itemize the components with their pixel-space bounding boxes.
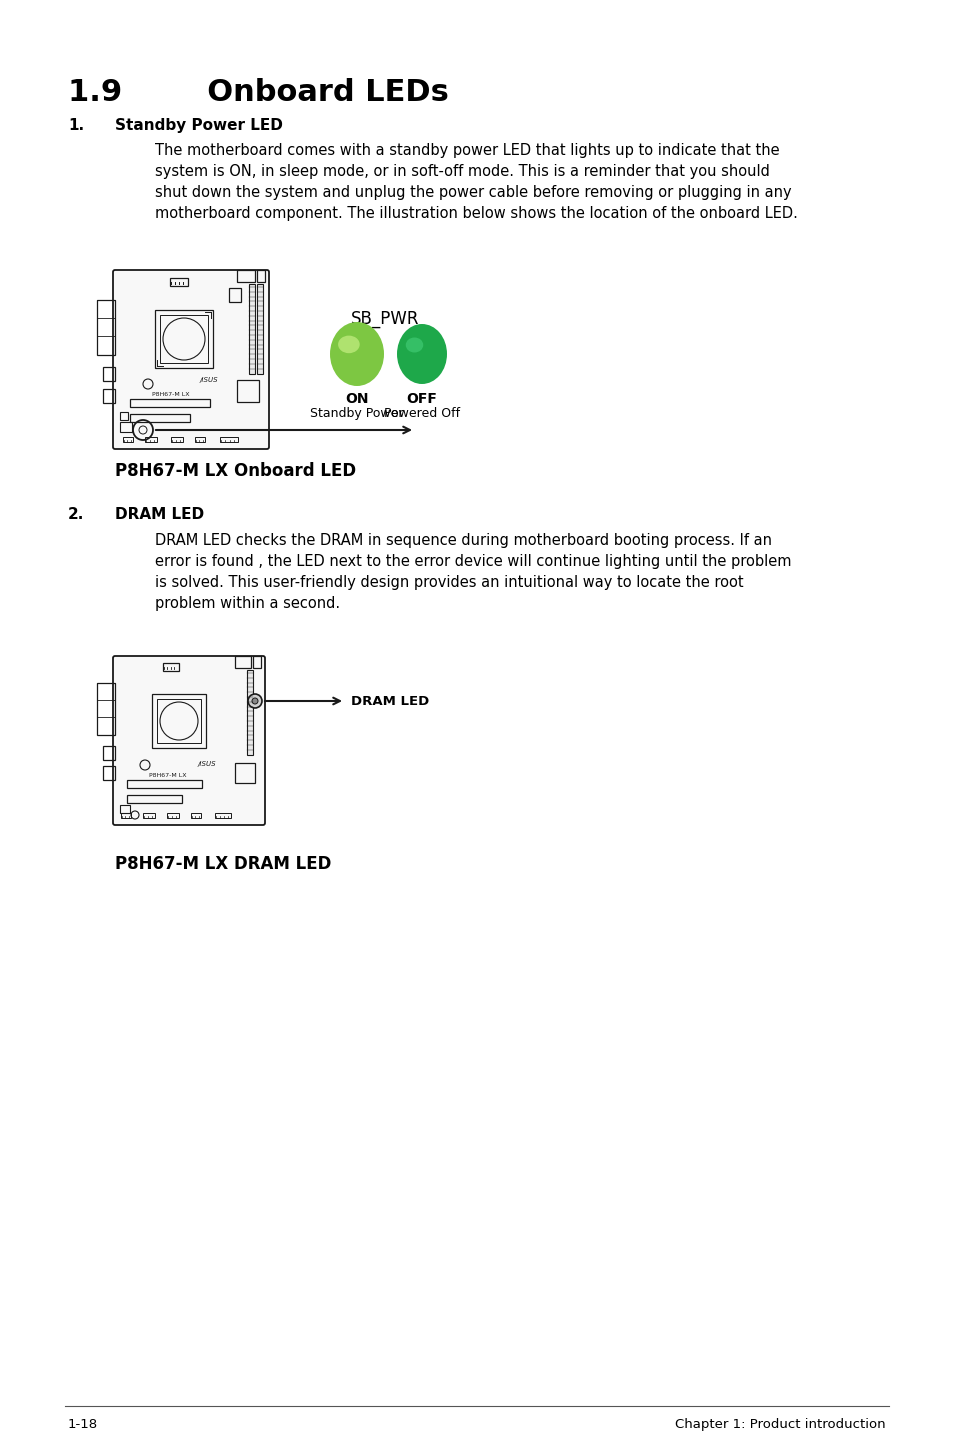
Bar [234,764,254,784]
Bar [143,812,154,818]
Bar [130,398,210,407]
Text: Powered Off: Powered Off [383,407,459,420]
Bar [103,746,115,761]
Bar [253,656,261,669]
Text: OFF: OFF [406,393,437,406]
Bar [97,301,115,355]
Bar [229,288,241,302]
Bar [103,766,115,779]
Bar [154,311,213,368]
Text: P8H67-M LX: P8H67-M LX [152,393,190,397]
Text: P8H67-M LX Onboard LED: P8H67-M LX Onboard LED [115,462,355,480]
Bar [97,683,115,735]
Bar [152,695,206,748]
Bar [247,670,253,755]
Bar [236,380,258,403]
Bar [256,270,265,282]
Bar [130,414,190,421]
Bar [120,805,130,812]
Bar [220,437,237,441]
Bar [171,437,183,441]
Text: Chapter 1: Product introduction: Chapter 1: Product introduction [675,1418,885,1431]
Bar [127,779,202,788]
Text: P8H67-M LX: P8H67-M LX [149,774,186,778]
FancyBboxPatch shape [112,656,265,825]
Bar [167,812,179,818]
Ellipse shape [405,338,423,352]
Text: The motherboard comes with a standby power LED that lights up to indicate that t: The motherboard comes with a standby pow… [154,142,797,221]
Text: DRAM LED: DRAM LED [115,508,204,522]
Circle shape [248,695,262,707]
Bar [249,283,254,374]
Text: DRAM LED checks the DRAM in sequence during motherboard booting process. If an
e: DRAM LED checks the DRAM in sequence dur… [154,533,791,611]
Bar [103,390,115,403]
Circle shape [252,697,257,705]
Bar [163,663,179,672]
Ellipse shape [330,322,384,385]
Bar [120,413,128,420]
Bar [170,278,188,286]
Text: /ISUS: /ISUS [200,377,218,383]
Bar [121,812,131,818]
Bar [256,283,263,374]
Ellipse shape [337,335,359,354]
Bar [103,367,115,381]
Text: 1-18: 1-18 [68,1418,98,1431]
Bar [194,437,205,441]
Bar [234,656,251,669]
Bar [127,795,182,802]
Text: DRAM LED: DRAM LED [351,695,429,707]
Text: Standby Power LED: Standby Power LED [115,118,283,132]
Text: Standby Power: Standby Power [310,407,403,420]
Text: 1.9        Onboard LEDs: 1.9 Onboard LEDs [68,78,449,106]
Bar [191,812,201,818]
Text: 2.: 2. [68,508,84,522]
Text: ON: ON [345,393,369,406]
Bar [157,699,201,743]
Bar [145,437,157,441]
Text: P8H67-M LX DRAM LED: P8H67-M LX DRAM LED [115,856,331,873]
Bar [160,315,208,362]
Text: SB_PWR: SB_PWR [351,311,418,328]
Bar [120,421,132,431]
FancyBboxPatch shape [112,270,269,449]
Bar [214,812,231,818]
Ellipse shape [396,324,447,384]
Text: 1.: 1. [68,118,84,132]
Bar [123,437,132,441]
Text: /ISUS: /ISUS [198,761,216,766]
Bar [236,270,254,282]
